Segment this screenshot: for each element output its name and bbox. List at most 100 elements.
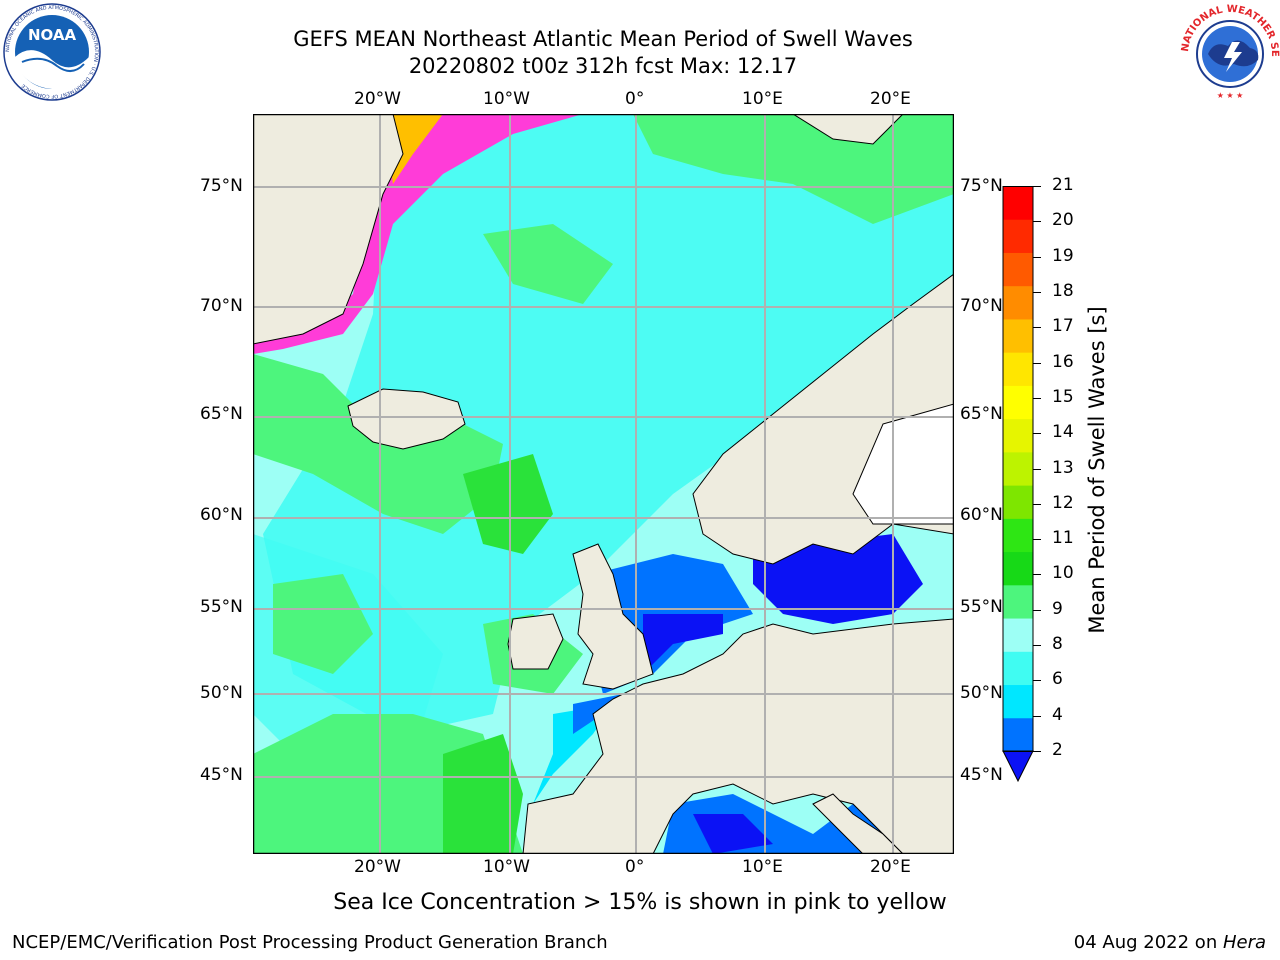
colorbar [1002,186,1034,783]
colorbar-tick-label: 18 [1052,280,1074,301]
lat-label-left: 65°N [200,404,243,424]
land-ireland [507,613,564,670]
lon-label-top: 0° [625,89,645,109]
lat-label-left: 55°N [200,597,243,617]
colorbar-segment [1003,285,1033,320]
lat-label-left: 75°N [200,176,243,196]
noaa-logo: NOAA NATIONAL OCEANIC AND ATMOSPHERIC AD… [3,3,101,101]
colorbar-label: Mean Period of Swell Waves [s] [1085,306,1109,634]
colorbar-tick-mark [1033,256,1041,258]
colorbar-tick-mark [1033,503,1041,505]
swell-patch-west [273,574,373,674]
colorbar-extend-arrow [1002,750,1034,783]
chart-subtitle: 20220802 t00z 312h fcst Max: 12.17 [408,54,798,78]
lon-label-top: 10°E [742,89,783,109]
svg-text:NOAA: NOAA [28,26,77,44]
colorbar-tick-label: 15 [1052,386,1074,407]
lon-label-top: 10°W [483,89,530,109]
lon-label-bottom: 10°W [483,857,530,877]
colorbar-tick-label: 6 [1052,669,1063,690]
footer-date-text: 04 Aug 2022 on [1073,932,1223,953]
baltic-sea [753,534,923,624]
colorbar-tick-mark [1033,468,1041,470]
colorbar-tick-mark [1033,433,1041,435]
colorbar-tick-label: 14 [1052,422,1074,443]
sea-ice-greenland [253,114,583,354]
colorbar-tick-label: 11 [1052,528,1074,549]
lat-label-right: 65°N [960,404,1003,424]
colorbar-segment [1003,584,1033,619]
colorbar-segment [1003,485,1033,519]
land-finland [852,403,954,525]
land-greenland [253,114,404,345]
colorbar-tick-label: 16 [1052,351,1074,372]
colorbar-tick-mark [1033,609,1041,611]
colorbar-tick-mark [1033,645,1041,647]
lon-label-bottom: 10°E [742,857,783,877]
colorbar-tick-mark [1033,362,1041,364]
graticule [253,114,954,854]
colorbar-tick-label: 8 [1052,634,1063,655]
sea-ice-caption: Sea Ice Concentration > 15% is shown in … [333,890,947,915]
land-svalbard [792,114,904,145]
swell-patch-iceland [253,354,503,534]
colorbar-tick-mark [1033,539,1041,541]
footer-date: 04 Aug 2022 on Hera [1074,932,1266,953]
lat-label-right: 75°N [960,176,1003,196]
colorbar-segment [1003,318,1033,353]
colorbar-tick-mark [1033,327,1041,329]
colorbar-segment [1003,186,1033,220]
lat-label-right: 60°N [960,505,1003,525]
colorbar-tick-mark [1033,751,1041,752]
colorbar-segment [1003,219,1033,253]
footer-credit: NCEP/EMC/Verification Post Processing Pr… [12,932,608,953]
colorbar-segment [1003,385,1033,420]
colorbar-segment [1003,252,1033,287]
colorbar-tick-mark [1033,221,1041,223]
colorbar-tick-label: 12 [1052,492,1074,513]
nws-logo: NATIONAL WEATHER SERVICE ★ ★ ★ [1180,2,1280,100]
colorbar-tick-label: 17 [1052,316,1074,337]
lat-label-left: 50°N [200,683,243,703]
colorbar-tick-label: 2 [1052,740,1063,760]
lat-label-right: 50°N [960,683,1003,703]
colorbar-segment [1003,418,1033,453]
land-iceland [347,388,466,450]
colorbar-tick-label: 9 [1052,598,1063,619]
swell-patch-south [443,734,523,854]
colorbar-tick-label: 4 [1052,704,1063,725]
colorbar-segment [1003,717,1033,752]
lat-label-right: 45°N [960,765,1003,785]
colorbar-tick-mark [1033,186,1041,187]
swell-patch-central [483,224,613,304]
colorbar-tick-mark [1033,680,1041,682]
colorbar-segment [1003,551,1033,586]
north-sea-low [643,614,723,674]
biscay-shelf [533,704,613,804]
colorbar-tick-mark [1033,574,1041,576]
lon-label-bottom: 20°E [870,857,911,877]
colorbar-segment [1003,451,1033,486]
colorbar-segment [1003,618,1033,652]
lon-label-bottom: 0° [625,857,645,877]
colorbar-tick-label: 10 [1052,563,1074,584]
swell-patch-faroe [463,454,553,554]
colorbar-tick-label: 13 [1052,457,1074,478]
footer-machine: Hera [1222,932,1266,953]
colorbar-segment [1003,352,1033,386]
lat-label-left: 60°N [200,505,243,525]
colorbar-tick-mark [1033,715,1041,717]
mediterranean-low [693,814,773,854]
land-great-britain [572,543,654,690]
lon-label-top: 20°W [354,89,401,109]
lat-label-left: 70°N [200,296,243,316]
colorbar-segment [1003,651,1033,686]
lat-label-right: 55°N [960,597,1003,617]
swell-period-map [252,113,955,855]
lat-label-right: 70°N [960,296,1003,316]
ocean-field-cyan [263,114,954,734]
colorbar-tick-mark [1033,397,1041,399]
svg-text:★ ★ ★: ★ ★ ★ [1217,91,1244,100]
colorbar-tick-label: 20 [1052,210,1074,231]
lat-label-left: 45°N [200,765,243,785]
